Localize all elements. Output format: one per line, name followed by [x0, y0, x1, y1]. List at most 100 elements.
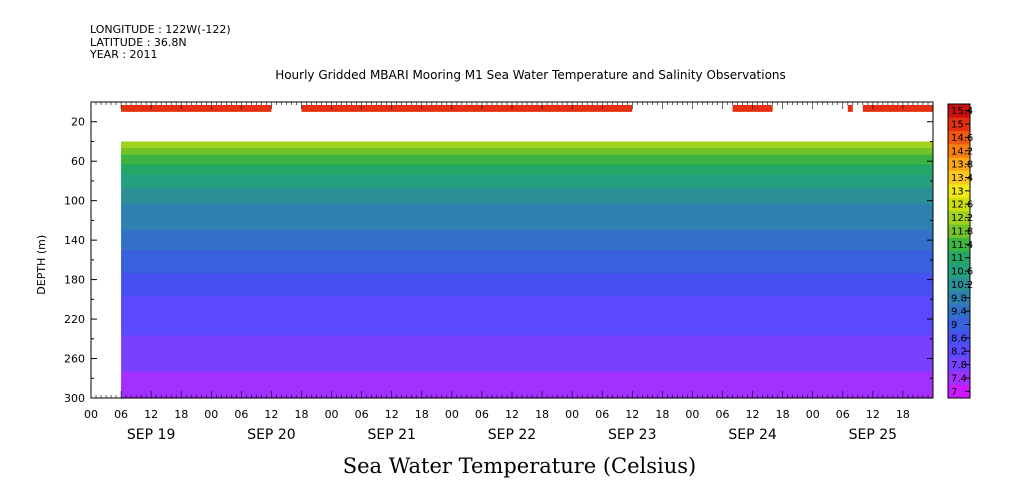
- temperature-cell: [121, 266, 934, 271]
- temperature-cell: [121, 292, 934, 297]
- temperature-cell: [121, 378, 934, 383]
- temperature-cell: [121, 217, 934, 221]
- temperature-cell: [121, 256, 934, 261]
- x-tick-label: 12: [505, 408, 519, 421]
- temperature-cell: [121, 355, 934, 360]
- temperature-cell: [121, 197, 934, 202]
- x-tick-label: 12: [866, 408, 880, 421]
- temperature-cell: [121, 174, 934, 179]
- x-tick-label: 06: [716, 408, 730, 421]
- temperature-cell: [121, 374, 934, 379]
- x-tick-label: 00: [806, 408, 820, 421]
- temperature-cell: [121, 177, 934, 182]
- temperature-cell: [121, 154, 934, 159]
- temperature-cell: [121, 180, 934, 185]
- x-tick-label: 12: [264, 408, 278, 421]
- colorbar-swatch: [948, 344, 970, 359]
- temperature-cell: [121, 250, 934, 254]
- temperature-cell: [121, 315, 934, 320]
- temperature-cell: [121, 368, 934, 373]
- x-day-label: SEP 19: [127, 427, 175, 443]
- temperature-cell: [121, 151, 934, 156]
- x-tick-label: 00: [445, 408, 459, 421]
- temperature-cell: [121, 345, 934, 350]
- colorbar-swatch: [948, 184, 970, 198]
- x-tick-label: 06: [234, 408, 248, 421]
- temperature-cell: [121, 259, 934, 264]
- temperature-cell: [121, 282, 934, 287]
- temperature-cell: [121, 167, 934, 172]
- colorbar-swatch: [948, 304, 970, 319]
- colorbar-swatch: [948, 130, 970, 145]
- surface-band-segment: [121, 105, 272, 112]
- temperature-cell: [121, 230, 934, 235]
- x-tick-label: 00: [84, 408, 98, 421]
- colorbar-tick-label: 11.4: [951, 240, 973, 251]
- temperature-cell: [121, 319, 934, 323]
- temperature-cell: [121, 144, 934, 149]
- colorbar-swatch: [948, 210, 970, 225]
- x-tick-label: 00: [204, 408, 218, 421]
- x-tick-label: 06: [595, 408, 609, 421]
- y-tick-label: 220: [64, 313, 85, 326]
- x-day-label: SEP 20: [247, 427, 295, 443]
- year-label: YEAR : 2011: [90, 48, 158, 61]
- x-tick-label: 00: [325, 408, 339, 421]
- temperature-cell: [121, 161, 934, 166]
- temperature-cell: [121, 213, 934, 218]
- y-tick-label: 140: [64, 234, 85, 247]
- colorbar-tick-label: 12.6: [951, 200, 973, 211]
- y-axis-label: DEPTH (m): [35, 235, 48, 295]
- temperature-cell: [121, 187, 934, 192]
- chart-metadata: LONGITUDE : 122W(-122) LATITUDE : 36.8N …: [90, 23, 231, 62]
- temperature-cell: [121, 184, 934, 189]
- colorbar-tick-label: 11: [951, 253, 964, 264]
- colorbar-swatch: [948, 371, 970, 385]
- y-tick-label: 260: [64, 353, 85, 366]
- y-tick-label: 100: [64, 195, 85, 208]
- x-tick-label: 00: [565, 408, 579, 421]
- colorbar: 15.4 15 14.6 14.2 13.8 13.4 13 12.6 12.2 11.8 11.4…: [947, 103, 973, 399]
- plot-area: [121, 105, 934, 399]
- colorbar-tick-label: 13: [951, 186, 964, 197]
- colorbar-tick-label: 13.8: [951, 160, 973, 171]
- temperature-cell: [121, 384, 934, 389]
- temperature-cell: [121, 286, 934, 291]
- temperature-cell: [121, 200, 934, 205]
- x-tick-label: 12: [746, 408, 760, 421]
- temperature-cell: [121, 391, 934, 396]
- colorbar-swatch: [948, 331, 970, 345]
- temperature-cell: [121, 299, 934, 304]
- colorbar-tick-label: 9.8: [951, 293, 967, 304]
- temperature-cell: [121, 276, 934, 281]
- x-tick-label: 18: [896, 408, 910, 421]
- colorbar-swatch: [948, 117, 970, 132]
- temperature-cell: [121, 246, 934, 251]
- surface-band-segment: [301, 105, 633, 112]
- x-tick-label: 18: [655, 408, 669, 421]
- colorbar-swatch: [948, 251, 970, 265]
- colorbar-tick-label: 14.2: [951, 146, 973, 157]
- colorbar-swatch: [948, 224, 970, 238]
- colorbar-swatch: [948, 264, 970, 279]
- colorbar-tick-label: 10.2: [951, 280, 973, 291]
- temperature-cell: [121, 358, 934, 363]
- temperature-cell: [121, 157, 934, 162]
- colorbar-swatch: [948, 384, 970, 399]
- temperature-cell: [121, 305, 934, 310]
- x-day-label: SEP 23: [608, 427, 656, 443]
- x-tick-label: 12: [385, 408, 399, 421]
- temperature-cell: [121, 348, 934, 353]
- colorbar-swatch: [948, 170, 970, 185]
- temperature-cell: [121, 253, 934, 258]
- surface-band-segment: [862, 105, 933, 112]
- colorbar-swatch: [948, 157, 970, 172]
- x-tick-label: 18: [295, 408, 309, 421]
- colorbar-swatch: [948, 104, 970, 118]
- colorbar-tick-label: 10.6: [951, 267, 973, 278]
- x-day-label: SEP 21: [367, 427, 415, 443]
- temperature-cell: [121, 220, 934, 225]
- colorbar-frame: [947, 103, 971, 399]
- temperature-cell: [121, 279, 934, 284]
- colorbar-swatch: [948, 317, 970, 332]
